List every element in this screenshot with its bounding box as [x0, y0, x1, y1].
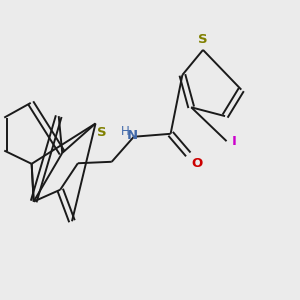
Text: O: O [191, 158, 202, 170]
Text: N: N [127, 129, 138, 142]
Text: H: H [121, 125, 130, 138]
Text: S: S [97, 126, 106, 139]
Text: S: S [198, 33, 208, 46]
Text: I: I [232, 135, 237, 148]
